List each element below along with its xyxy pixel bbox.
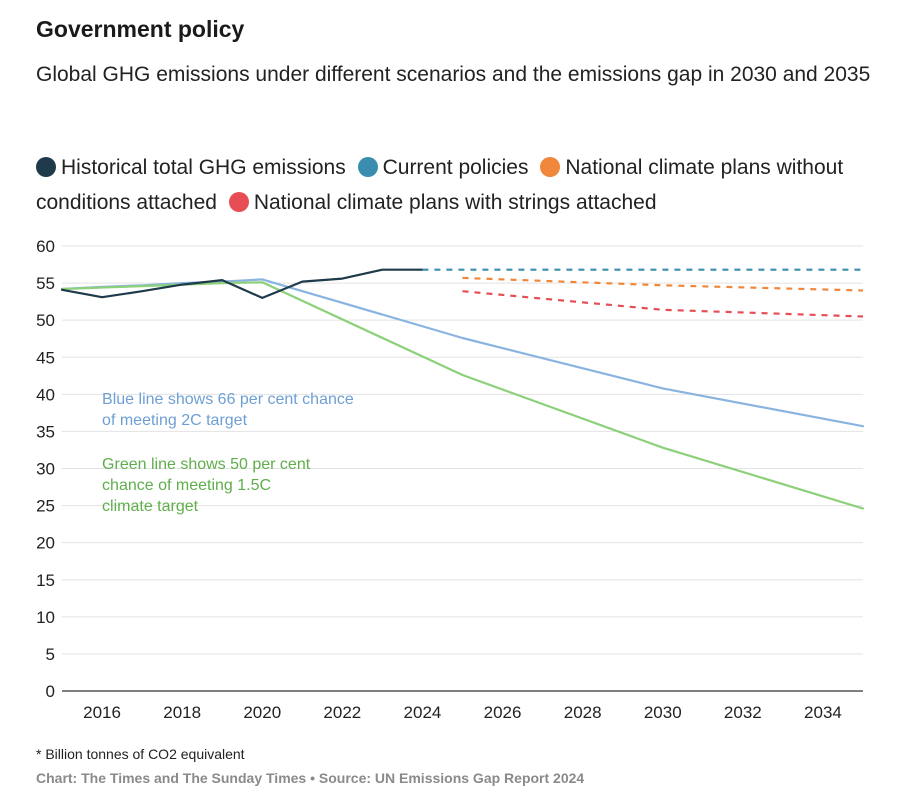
y-tick-label: 20 <box>36 534 55 553</box>
annotation-line: chance of meeting 1.5C <box>102 477 271 494</box>
legend-marker-historical <box>36 157 56 177</box>
y-tick-label: 30 <box>36 460 55 479</box>
annotation-0: Blue line shows 66 per cent chance of mee… <box>102 391 354 429</box>
annotation-line: Green line shows 50 per cent <box>102 456 311 473</box>
series-line-5: National climate plans with strings atta… <box>462 290 864 318</box>
x-tick-label: 2022 <box>323 703 361 722</box>
y-tick-label: 40 <box>36 385 55 404</box>
legend: Historical total GHG emissions Current p… <box>36 150 886 220</box>
y-tick-label: 35 <box>36 422 55 441</box>
legend-item-conditional: National climate plans with strings atta… <box>228 191 657 214</box>
annotation-line: climate target <box>102 498 199 515</box>
y-tick-label: 10 <box>36 608 55 627</box>
legend-marker-conditional <box>228 192 249 212</box>
y-tick-label: 50 <box>36 311 55 330</box>
y-tick-label: 5 <box>46 645 55 664</box>
x-tick-label: 2030 <box>644 703 682 722</box>
y-tick-label: 15 <box>36 571 55 590</box>
emissions-chart: Blue line (66 per cent chance of meeting… <box>36 237 865 722</box>
series-layer: Blue line (66 per cent chance of meeting… <box>60 268 865 510</box>
x-tick-label: 2020 <box>243 703 281 722</box>
y-tick-label: 0 <box>46 682 55 701</box>
annotation-1: Green line shows 50 per cent chance of me… <box>102 456 311 515</box>
series-line-1: Green line (50 per cent chance of meetin… <box>60 281 865 510</box>
axis-layer: 0 5 10 15 20 25 30 35 40 45 50 55 60 2016 2018 2020 2022… <box>36 237 863 722</box>
chart-subtitle: Global GHG emissions under different sce… <box>36 63 871 86</box>
legend-item-unconditional: National climate plans without condition… <box>36 156 843 214</box>
source-credit: Chart: The Times and The Sunday Times • … <box>36 770 585 786</box>
legend-marker-current-policies <box>357 157 378 177</box>
annotation-layer: Blue line shows 66 per cent chance of mee… <box>102 391 354 515</box>
legend-label-unconditional: National climate plans without condition… <box>36 156 844 214</box>
legend-label-conditional: National climate plans with strings atta… <box>253 191 657 214</box>
x-tick-label: 2034 <box>804 703 842 722</box>
y-tick-label: 60 <box>36 237 55 256</box>
chart-title: Government policy <box>36 16 245 42</box>
legend-label-historical: Historical total GHG emissions <box>61 156 346 179</box>
x-tick-label: 2024 <box>404 703 442 722</box>
y-tick-label: 55 <box>36 274 55 293</box>
annotation-line: of meeting 2C target <box>102 412 248 429</box>
x-tick-label: 2016 <box>83 703 121 722</box>
footnote: * Billion tonnes of CO2 equivalent <box>36 746 245 762</box>
y-tick-label: 45 <box>36 348 55 367</box>
x-tick-label: 2028 <box>564 703 602 722</box>
annotation-line: Blue line shows 66 per cent chance <box>102 391 354 408</box>
x-tick-label: 2018 <box>163 703 201 722</box>
x-tick-label: 2026 <box>484 703 522 722</box>
legend-label-current-policies: Current policies <box>382 156 529 179</box>
series-line-2: Historical total GHG emissions <box>60 268 424 300</box>
legend-item-historical: Historical total GHG emissions <box>36 156 346 179</box>
y-tick-label: 25 <box>36 497 55 516</box>
grid-layer <box>62 245 863 655</box>
series-line-4: National climate plans without condition… <box>462 276 864 292</box>
legend-item-current-policies: Current policies <box>357 156 529 179</box>
legend-marker-unconditional <box>540 157 561 177</box>
x-tick-label: 2032 <box>724 703 762 722</box>
